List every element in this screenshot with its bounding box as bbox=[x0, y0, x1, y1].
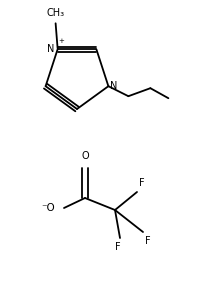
Text: F: F bbox=[145, 236, 151, 246]
Text: ⁻O: ⁻O bbox=[41, 203, 55, 213]
Text: N: N bbox=[47, 44, 55, 54]
Text: O: O bbox=[81, 151, 89, 161]
Text: CH₃: CH₃ bbox=[46, 8, 65, 18]
Text: F: F bbox=[115, 242, 121, 252]
Text: +: + bbox=[59, 38, 64, 44]
Text: N: N bbox=[110, 81, 118, 91]
Text: F: F bbox=[139, 178, 145, 188]
